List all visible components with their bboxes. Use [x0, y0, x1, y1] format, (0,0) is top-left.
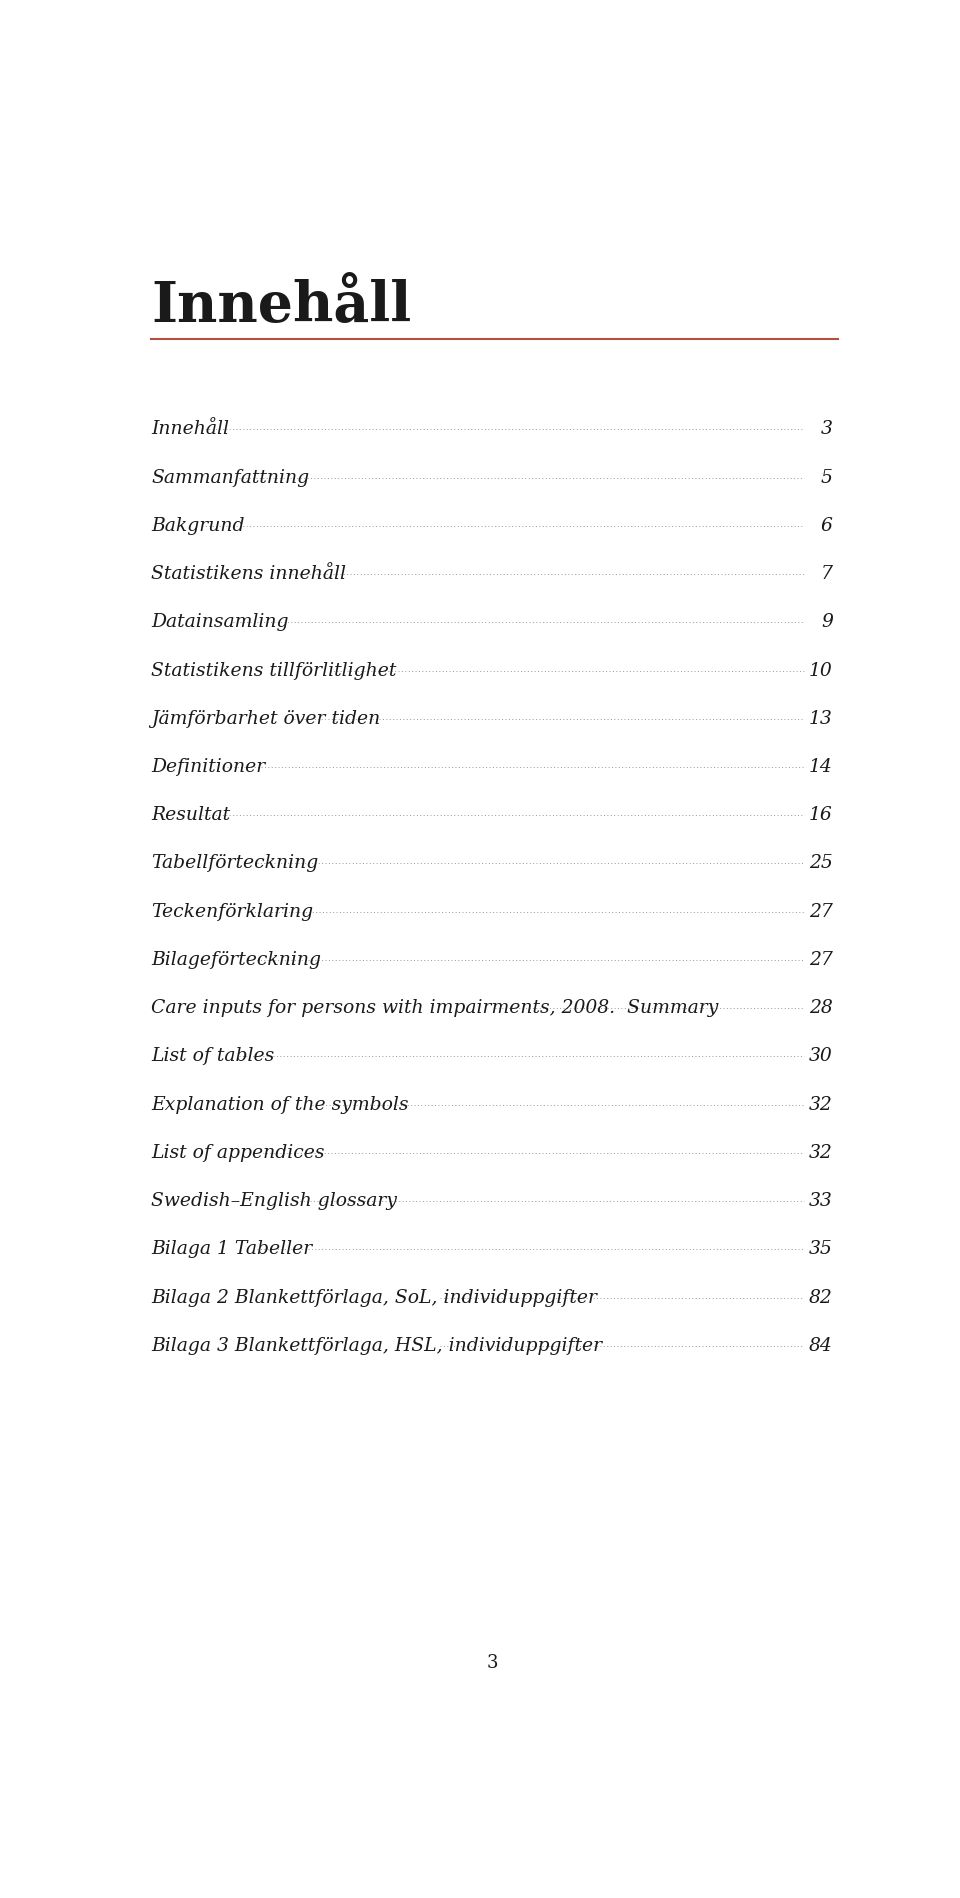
Text: 27: 27 — [809, 903, 832, 921]
Text: Tabellförteckning: Tabellförteckning — [152, 854, 319, 873]
Text: 3: 3 — [821, 421, 832, 438]
Text: Bilageförteckning: Bilageförteckning — [152, 951, 322, 970]
Text: Bilaga 3 Blankettförlaga, HSL, individuppgifter: Bilaga 3 Blankettförlaga, HSL, individup… — [152, 1336, 602, 1355]
Text: Teckenförklaring: Teckenförklaring — [152, 903, 313, 921]
Text: 32: 32 — [809, 1144, 832, 1162]
Text: 5: 5 — [821, 469, 832, 486]
Text: Resultat: Resultat — [152, 807, 230, 824]
Text: Definitioner: Definitioner — [152, 757, 266, 776]
Text: 27: 27 — [809, 951, 832, 970]
Text: Statistikens tillförlitlighet: Statistikens tillförlitlighet — [152, 662, 396, 679]
Text: Swedish–English glossary: Swedish–English glossary — [152, 1192, 397, 1211]
Text: 84: 84 — [809, 1336, 832, 1355]
Text: 25: 25 — [809, 854, 832, 873]
Text: 6: 6 — [821, 516, 832, 535]
Text: 32: 32 — [809, 1095, 832, 1114]
Text: Datainsamling: Datainsamling — [152, 613, 289, 632]
Text: Innehåll: Innehåll — [152, 421, 229, 438]
Text: 82: 82 — [809, 1289, 832, 1306]
Text: List of tables: List of tables — [152, 1048, 275, 1065]
Text: Bilaga 2 Blankettförlaga, SoL, individuppgifter: Bilaga 2 Blankettförlaga, SoL, individup… — [152, 1289, 597, 1306]
Text: Explanation of the symbols: Explanation of the symbols — [152, 1095, 409, 1114]
Text: Bakgrund: Bakgrund — [152, 516, 245, 535]
Text: 7: 7 — [821, 566, 832, 583]
Text: 28: 28 — [809, 998, 832, 1017]
Text: 16: 16 — [809, 807, 832, 824]
Text: 33: 33 — [809, 1192, 832, 1211]
Text: 10: 10 — [809, 662, 832, 679]
Text: 30: 30 — [809, 1048, 832, 1065]
Text: Jämförbarhet över tiden: Jämförbarhet över tiden — [152, 710, 380, 727]
Text: Care inputs for persons with impairments, 2008.  Summary: Care inputs for persons with impairments… — [152, 998, 719, 1017]
Text: 3: 3 — [487, 1653, 497, 1672]
Text: 13: 13 — [809, 710, 832, 727]
Text: 9: 9 — [821, 613, 832, 632]
Text: Innehåll: Innehåll — [152, 279, 412, 334]
Text: Bilaga 1 Tabeller: Bilaga 1 Tabeller — [152, 1239, 313, 1258]
Text: List of appendices: List of appendices — [152, 1144, 324, 1162]
Text: 35: 35 — [809, 1239, 832, 1258]
Text: 14: 14 — [809, 757, 832, 776]
Text: Statistikens innehåll: Statistikens innehåll — [152, 566, 347, 583]
Text: Sammanfattning: Sammanfattning — [152, 469, 309, 486]
